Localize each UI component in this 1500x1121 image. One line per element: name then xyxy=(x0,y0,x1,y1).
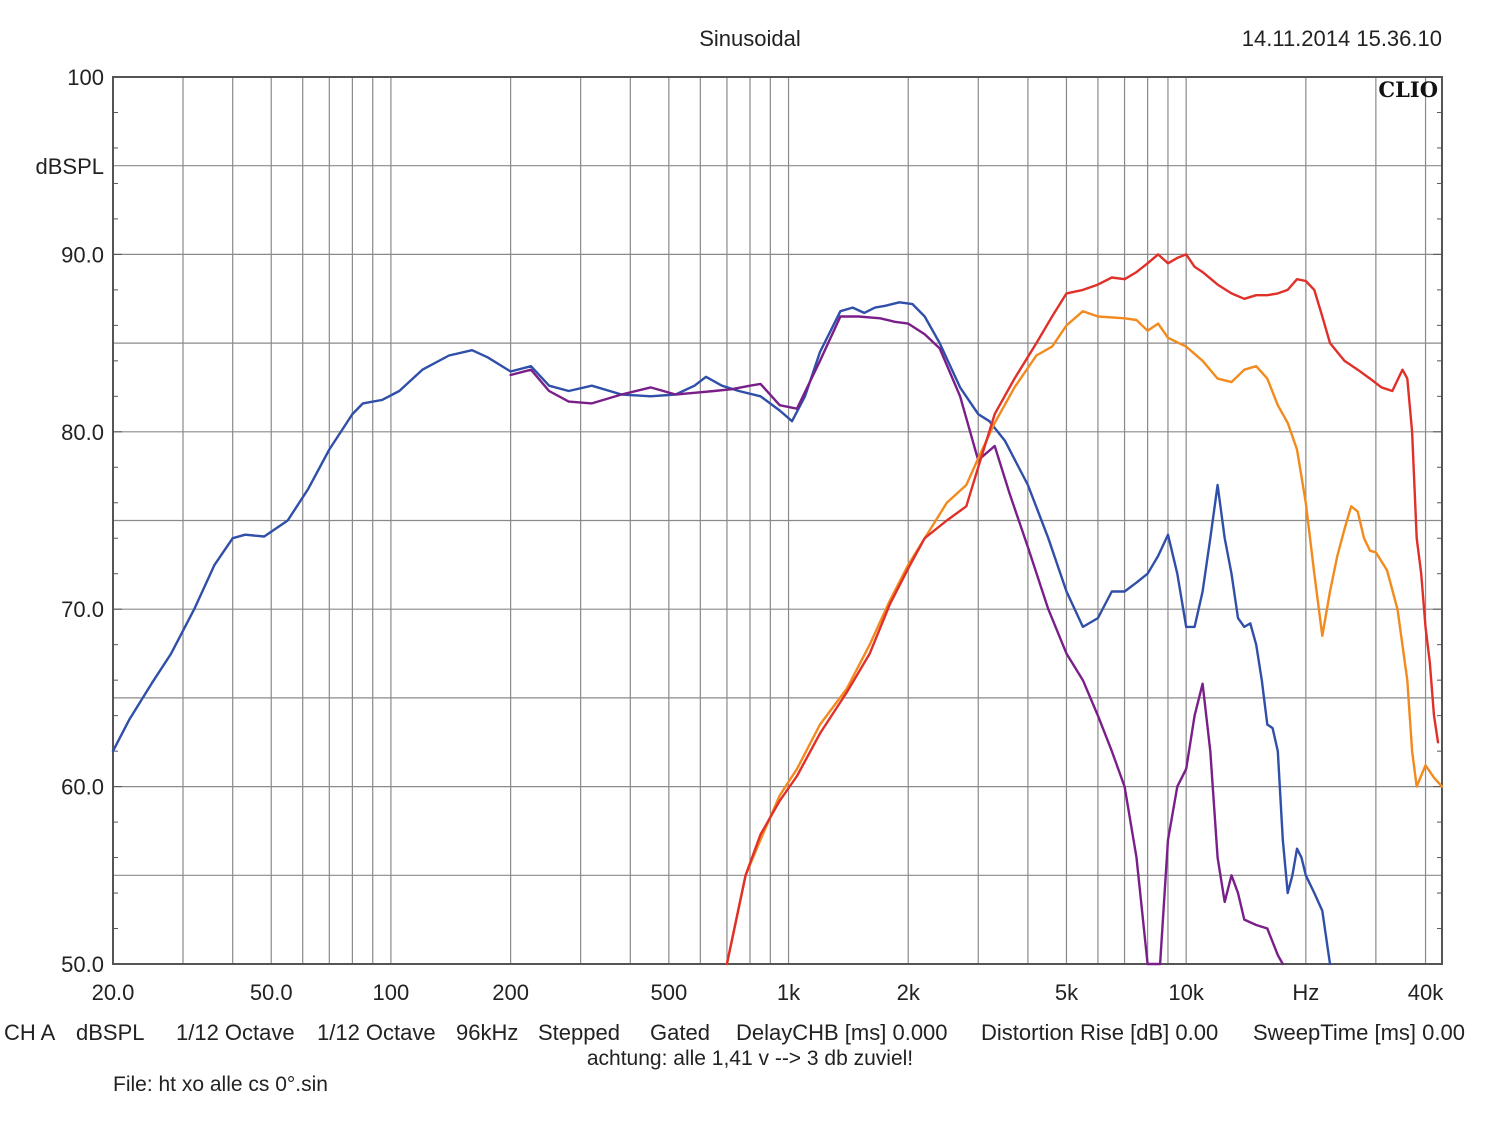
setting-mode: Stepped xyxy=(538,1020,620,1045)
series-line-3 xyxy=(725,310,1444,966)
x-tick-label: 2k xyxy=(897,980,921,1000)
x-tick-label: 20.0 xyxy=(92,980,135,1000)
x-tick-label: 100 xyxy=(373,980,410,1000)
setting-samplerate: 96kHz xyxy=(456,1020,519,1045)
timestamp: 14.11.2014 15.36.10 xyxy=(1241,26,1442,51)
y-tick-label: 80.0 xyxy=(61,420,104,445)
x-tick-label: 40k xyxy=(1408,980,1444,1000)
y-tick-label: 60.0 xyxy=(61,775,104,800)
measurement-note: achtung: alle 1,41 v --> 3 db zuviel! xyxy=(586,1047,914,1070)
x-tick-label: 200 xyxy=(492,980,529,1000)
x-tick-label: 50.0 xyxy=(250,980,293,1000)
file-name: File: ht xo alle cs 0°.sin xyxy=(113,1073,328,1096)
x-tick-label: 500 xyxy=(650,980,687,1000)
setting-gating: Gated xyxy=(650,1020,710,1045)
y-tick-label: 50.0 xyxy=(61,952,104,977)
chart-title: Sinusoidal xyxy=(699,26,801,51)
frequency-response-chart: 100 90.0 80.0 70.0 60.0 50.0 20.0 50.0 100 200 500… xyxy=(36,65,1445,1000)
series-line-2 xyxy=(509,315,1285,966)
chart-grid xyxy=(113,76,1442,965)
x-tick-label: 1k xyxy=(777,980,801,1000)
y-tick-label: 70.0 xyxy=(61,597,104,622)
y-tick-label: 100 xyxy=(67,65,104,90)
x-tick-label: 10k xyxy=(1168,980,1204,1000)
setting-channel: CH A xyxy=(4,1020,56,1045)
setting-unit: dBSPL xyxy=(76,1020,145,1045)
setting-delay: DelayCHB [ms] 0.000 xyxy=(736,1020,948,1045)
y-axis-title: dBSPL xyxy=(36,154,105,179)
axis-labels: 100 90.0 80.0 70.0 60.0 50.0 20.0 50.0 100 200 500… xyxy=(61,65,1444,1000)
setting-sweeptime: SweepTime [ms] 0.00 xyxy=(1253,1020,1465,1045)
series-layer xyxy=(111,253,1444,966)
setting-resolution-1: 1/12 Octave xyxy=(176,1020,295,1045)
x-tick-label: 5k xyxy=(1055,980,1079,1000)
series-line-4 xyxy=(725,253,1440,966)
series-line-1 xyxy=(111,301,1332,966)
x-tick-label: Hz xyxy=(1292,980,1319,1000)
setting-resolution-2: 1/12 Octave xyxy=(317,1020,436,1045)
y-tick-label: 90.0 xyxy=(61,242,104,267)
setting-distortion: Distortion Rise [dB] 0.00 xyxy=(981,1020,1219,1045)
plot-frame xyxy=(112,76,1443,965)
brand-label: CLIO xyxy=(1378,77,1438,102)
